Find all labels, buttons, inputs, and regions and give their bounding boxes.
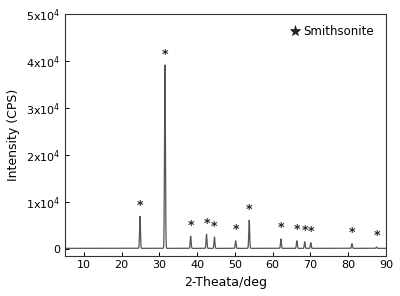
Text: *: * bbox=[211, 220, 218, 233]
Text: *: * bbox=[302, 224, 308, 237]
Text: *: * bbox=[203, 217, 210, 230]
Text: *: * bbox=[294, 223, 300, 237]
Text: *: * bbox=[162, 48, 168, 61]
Text: *: * bbox=[278, 221, 284, 234]
Y-axis label: Intensity (CPS): Intensity (CPS) bbox=[7, 89, 20, 181]
Text: *: * bbox=[308, 225, 314, 238]
Legend: Smithsonite: Smithsonite bbox=[285, 20, 380, 44]
Text: *: * bbox=[246, 203, 252, 216]
Text: *: * bbox=[373, 229, 380, 242]
Text: *: * bbox=[137, 199, 143, 212]
Text: *: * bbox=[188, 219, 194, 232]
X-axis label: 2-Theata/deg: 2-Theata/deg bbox=[184, 276, 267, 289]
Text: *: * bbox=[232, 223, 239, 237]
Text: *: * bbox=[349, 226, 355, 239]
